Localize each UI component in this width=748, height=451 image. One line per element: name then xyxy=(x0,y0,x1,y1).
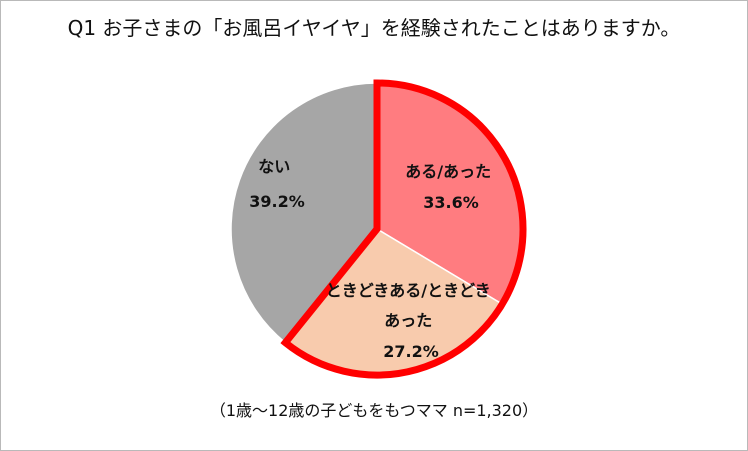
chart-title: Q1 お子さまの「お風呂イヤイヤ」を経験されたことはありますか。 xyxy=(67,16,681,40)
slice-labels: ある/あった 33.6% ときどきある/ときどき あった 27.2% ない 39… xyxy=(249,157,496,361)
highlight-outline-path xyxy=(280,79,527,379)
slice-label-nai: ない 39.2% xyxy=(249,157,305,211)
slice-label-tokidoki: ときどきある/ときどき あった 27.2% xyxy=(326,281,496,361)
highlight-outline xyxy=(280,79,527,379)
chart-note: （1歳～12歳の子どもをもつママ n=1,320） xyxy=(209,401,539,420)
slice-nai xyxy=(230,82,378,344)
slice-label-aru: ある/あった 33.6% xyxy=(405,162,496,212)
